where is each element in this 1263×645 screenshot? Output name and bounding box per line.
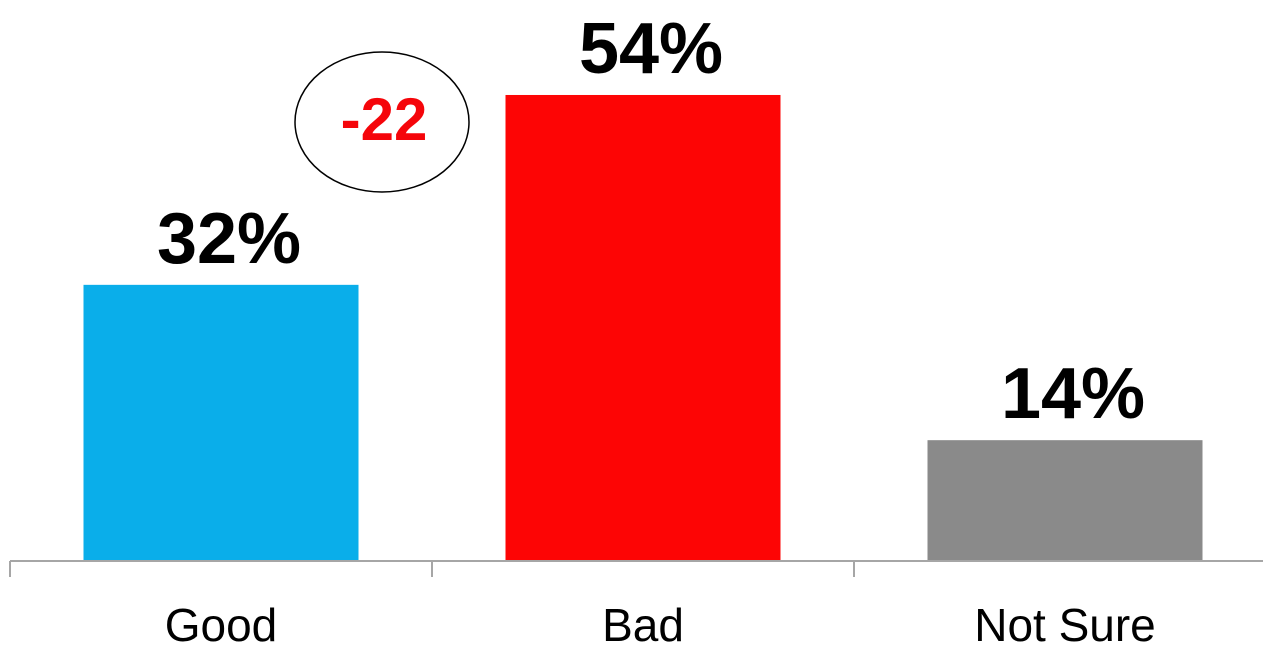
bar-not-sure <box>927 440 1203 561</box>
bar-value-label: 32% <box>157 199 301 279</box>
x-tick-label: Good <box>165 599 278 645</box>
bar-good <box>83 284 359 561</box>
x-axis <box>9 560 1263 577</box>
x-tick-label: Not Sure <box>974 599 1156 645</box>
difference-circle <box>294 51 470 193</box>
difference-annotation: -22 <box>294 51 470 193</box>
bars-layer <box>83 94 1203 561</box>
bar-value-label: 14% <box>1001 354 1145 434</box>
bar-bad <box>505 94 781 561</box>
difference-label: -22 <box>341 86 428 153</box>
labels-layer: 32% Good 54% Bad 14% Not Sure <box>157 9 1156 645</box>
bar-value-label: 54% <box>579 9 723 89</box>
x-tick-label: Bad <box>602 599 684 645</box>
